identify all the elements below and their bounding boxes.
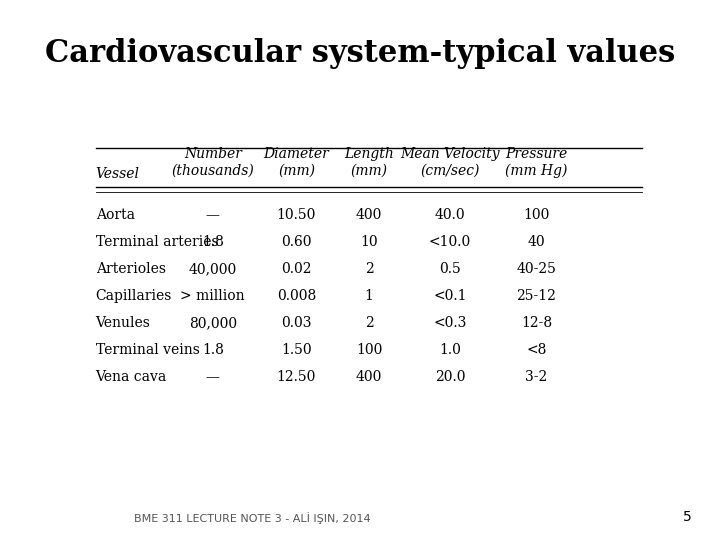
Text: (mm): (mm) — [278, 164, 315, 178]
Text: > million: > million — [181, 289, 245, 303]
Text: 0.008: 0.008 — [276, 289, 316, 303]
Text: Cardiovascular system-typical values: Cardiovascular system-typical values — [45, 38, 675, 69]
Text: 25-12: 25-12 — [516, 289, 557, 303]
Text: 0.5: 0.5 — [439, 262, 461, 276]
Text: 2: 2 — [364, 316, 374, 330]
Text: Mean Velocity: Mean Velocity — [400, 147, 500, 161]
Text: Terminal arteries: Terminal arteries — [96, 235, 218, 249]
Text: 0.60: 0.60 — [282, 235, 312, 249]
Text: 40.0: 40.0 — [435, 208, 465, 222]
Text: —: — — [206, 208, 220, 222]
Text: 20.0: 20.0 — [435, 370, 465, 384]
Text: Number: Number — [184, 147, 242, 161]
Text: Length: Length — [344, 147, 394, 161]
Text: —: — — [206, 370, 220, 384]
Text: 40,000: 40,000 — [189, 262, 237, 276]
Text: 2: 2 — [364, 262, 374, 276]
Text: <8: <8 — [526, 343, 546, 357]
Text: (thousands): (thousands) — [171, 164, 254, 178]
Text: Diameter: Diameter — [264, 147, 329, 161]
Text: 0.02: 0.02 — [282, 262, 312, 276]
Text: 40: 40 — [528, 235, 545, 249]
Text: 3-2: 3-2 — [526, 370, 547, 384]
Text: (mm Hg): (mm Hg) — [505, 164, 567, 178]
Text: Vessel: Vessel — [96, 167, 140, 181]
Text: 100: 100 — [356, 343, 382, 357]
Text: 0.03: 0.03 — [282, 316, 312, 330]
Text: Venules: Venules — [96, 316, 150, 330]
Text: Terminal veins: Terminal veins — [96, 343, 199, 357]
Text: Aorta: Aorta — [96, 208, 135, 222]
Text: <0.1: <0.1 — [433, 289, 467, 303]
Text: 1.8: 1.8 — [202, 235, 224, 249]
Text: Arterioles: Arterioles — [96, 262, 166, 276]
Text: 12-8: 12-8 — [521, 316, 552, 330]
Text: 1: 1 — [364, 289, 374, 303]
Text: (cm/sec): (cm/sec) — [420, 164, 480, 178]
Text: 10: 10 — [360, 235, 378, 249]
Text: 400: 400 — [356, 370, 382, 384]
Text: 1.8: 1.8 — [202, 343, 224, 357]
Text: BME 311 LECTURE NOTE 3 - ALİ IŞIN, 2014: BME 311 LECTURE NOTE 3 - ALİ IŞIN, 2014 — [134, 512, 370, 524]
Text: (mm): (mm) — [351, 164, 387, 178]
Text: 40-25: 40-25 — [516, 262, 557, 276]
Text: <0.3: <0.3 — [433, 316, 467, 330]
Text: Vena cava: Vena cava — [96, 370, 167, 384]
Text: 10.50: 10.50 — [276, 208, 316, 222]
Text: 1.50: 1.50 — [281, 343, 312, 357]
Text: 80,000: 80,000 — [189, 316, 237, 330]
Text: 400: 400 — [356, 208, 382, 222]
Text: 1.0: 1.0 — [439, 343, 461, 357]
Text: Capillaries: Capillaries — [96, 289, 172, 303]
Text: 12.50: 12.50 — [276, 370, 316, 384]
Text: 5: 5 — [683, 510, 691, 524]
Text: 100: 100 — [523, 208, 549, 222]
Text: <10.0: <10.0 — [429, 235, 471, 249]
Text: Pressure: Pressure — [505, 147, 567, 161]
